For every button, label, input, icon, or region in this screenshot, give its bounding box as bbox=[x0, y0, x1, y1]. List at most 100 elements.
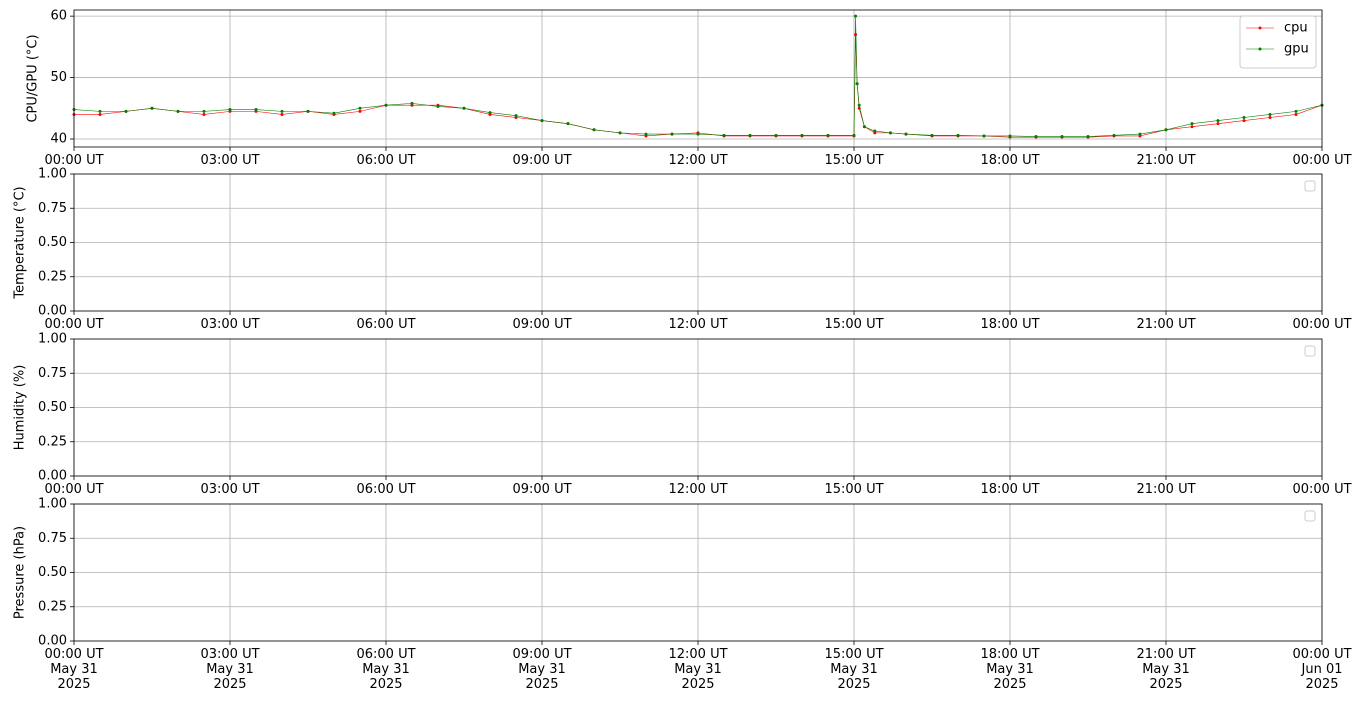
point bbox=[358, 109, 362, 113]
y-axis-label: Temperature (°C) bbox=[13, 186, 28, 299]
point bbox=[228, 108, 232, 112]
point bbox=[982, 134, 986, 138]
x-tick-label: 09:00 UT bbox=[512, 153, 572, 168]
y-axis-label: Humidity (%) bbox=[13, 365, 28, 451]
y-tick-label: 0.50 bbox=[38, 565, 67, 580]
y-tick-label: 0.75 bbox=[38, 531, 67, 546]
legend-label: gpu bbox=[1284, 42, 1309, 57]
x-tick-label: 03:00 UT bbox=[200, 153, 260, 168]
point bbox=[826, 133, 830, 137]
y-tick-label: 60 bbox=[50, 9, 67, 24]
point bbox=[644, 132, 648, 136]
point bbox=[888, 131, 892, 135]
y-tick-label: 0.00 bbox=[38, 634, 67, 649]
point bbox=[254, 108, 258, 112]
point bbox=[566, 122, 570, 126]
point bbox=[1242, 119, 1246, 123]
point bbox=[1190, 122, 1194, 126]
series-line bbox=[74, 34, 1322, 138]
point bbox=[150, 106, 154, 110]
legend-box bbox=[1304, 345, 1316, 357]
point bbox=[202, 109, 206, 113]
y-tick-label: 50 bbox=[50, 70, 67, 85]
x-tick-label: 00:00 UT bbox=[1292, 153, 1352, 168]
point bbox=[98, 112, 102, 116]
point bbox=[930, 133, 934, 137]
point bbox=[1190, 125, 1194, 129]
point bbox=[854, 14, 858, 18]
y-tick-label: 1.00 bbox=[38, 167, 67, 182]
x-tick-label: 03:00 UT bbox=[200, 482, 260, 497]
point bbox=[410, 101, 414, 105]
point bbox=[358, 106, 362, 110]
y-tick-label: 0.00 bbox=[38, 304, 67, 319]
y-tick-label: 0.75 bbox=[38, 201, 67, 216]
point bbox=[488, 111, 492, 115]
point bbox=[306, 109, 310, 113]
x-tick-label: 15:00 UT May 31 2025 bbox=[824, 647, 884, 692]
x-tick-label: 21:00 UT bbox=[1136, 317, 1196, 332]
point bbox=[436, 104, 440, 108]
point bbox=[748, 133, 752, 137]
point bbox=[800, 133, 804, 137]
point bbox=[1216, 119, 1220, 123]
y-tick-label: 0.75 bbox=[38, 366, 67, 381]
point bbox=[696, 132, 700, 136]
point bbox=[774, 133, 778, 137]
x-tick-label: 21:00 UT bbox=[1136, 482, 1196, 497]
y-tick-label: 1.00 bbox=[38, 497, 67, 512]
point bbox=[1086, 135, 1090, 139]
x-tick-label: 06:00 UT bbox=[356, 153, 416, 168]
point bbox=[862, 125, 866, 129]
x-tick-label: 15:00 UT bbox=[824, 153, 884, 168]
x-tick-label: 09:00 UT bbox=[512, 317, 572, 332]
x-tick-label: 03:00 UT bbox=[200, 317, 260, 332]
point bbox=[1268, 116, 1272, 120]
y-tick-label: 0.25 bbox=[38, 434, 67, 449]
x-tick-label: 18:00 UT May 31 2025 bbox=[980, 647, 1040, 692]
point bbox=[462, 106, 466, 110]
legend-box bbox=[1304, 510, 1316, 522]
point bbox=[722, 133, 726, 137]
x-tick-label: 06:00 UT May 31 2025 bbox=[356, 647, 416, 692]
x-tick-label: 18:00 UT bbox=[980, 153, 1040, 168]
axes-frame bbox=[73, 503, 1323, 642]
x-tick-label: 06:00 UT bbox=[356, 317, 416, 332]
y-tick-label: 0.25 bbox=[38, 269, 67, 284]
x-tick-label: 21:00 UT bbox=[1136, 153, 1196, 168]
point bbox=[857, 103, 861, 107]
axes-frame bbox=[73, 338, 1323, 477]
x-tick-label: 00:00 UT bbox=[44, 153, 104, 168]
point bbox=[1008, 134, 1012, 138]
point bbox=[855, 82, 859, 86]
panel: 40 50 60 CPU/GPU (°C) cpu gpu bbox=[26, 9, 1324, 151]
y-axis-label: Pressure (hPa) bbox=[13, 526, 28, 619]
y-tick-label: 1.00 bbox=[38, 332, 67, 347]
x-tick-label: 09:00 UT bbox=[512, 482, 572, 497]
point bbox=[202, 112, 206, 116]
point bbox=[1034, 135, 1038, 139]
x-tick-label: 15:00 UT bbox=[824, 317, 884, 332]
point bbox=[852, 133, 856, 137]
y-axis-label: CPU/GPU (°C) bbox=[26, 34, 41, 122]
x-tick-label: 12:00 UT bbox=[668, 317, 728, 332]
x-tick-label: 00:00 UT bbox=[44, 317, 104, 332]
point bbox=[1294, 109, 1298, 113]
y-tick-label: 0.25 bbox=[38, 599, 67, 614]
point bbox=[873, 129, 877, 133]
x-tick-label: 03:00 UT May 31 2025 bbox=[200, 647, 260, 692]
axes-frame bbox=[73, 173, 1323, 312]
point bbox=[1060, 135, 1064, 139]
point bbox=[280, 112, 284, 116]
y-tick-label: 40 bbox=[50, 132, 67, 147]
x-tick-label: 00:00 UT bbox=[1292, 482, 1352, 497]
x-tick-label: 18:00 UT bbox=[980, 482, 1040, 497]
panel: 0.00 0.25 0.50 0.75 1.00 Pressure (hPa) bbox=[13, 497, 1323, 649]
x-tick-label: 00:00 UT bbox=[1292, 317, 1352, 332]
y-tick-label: 0.50 bbox=[38, 400, 67, 415]
panel: 0.00 0.25 0.50 0.75 1.00 Humidity (%) bbox=[13, 332, 1323, 484]
point bbox=[1294, 112, 1298, 116]
y-tick-label: 0.00 bbox=[38, 469, 67, 484]
